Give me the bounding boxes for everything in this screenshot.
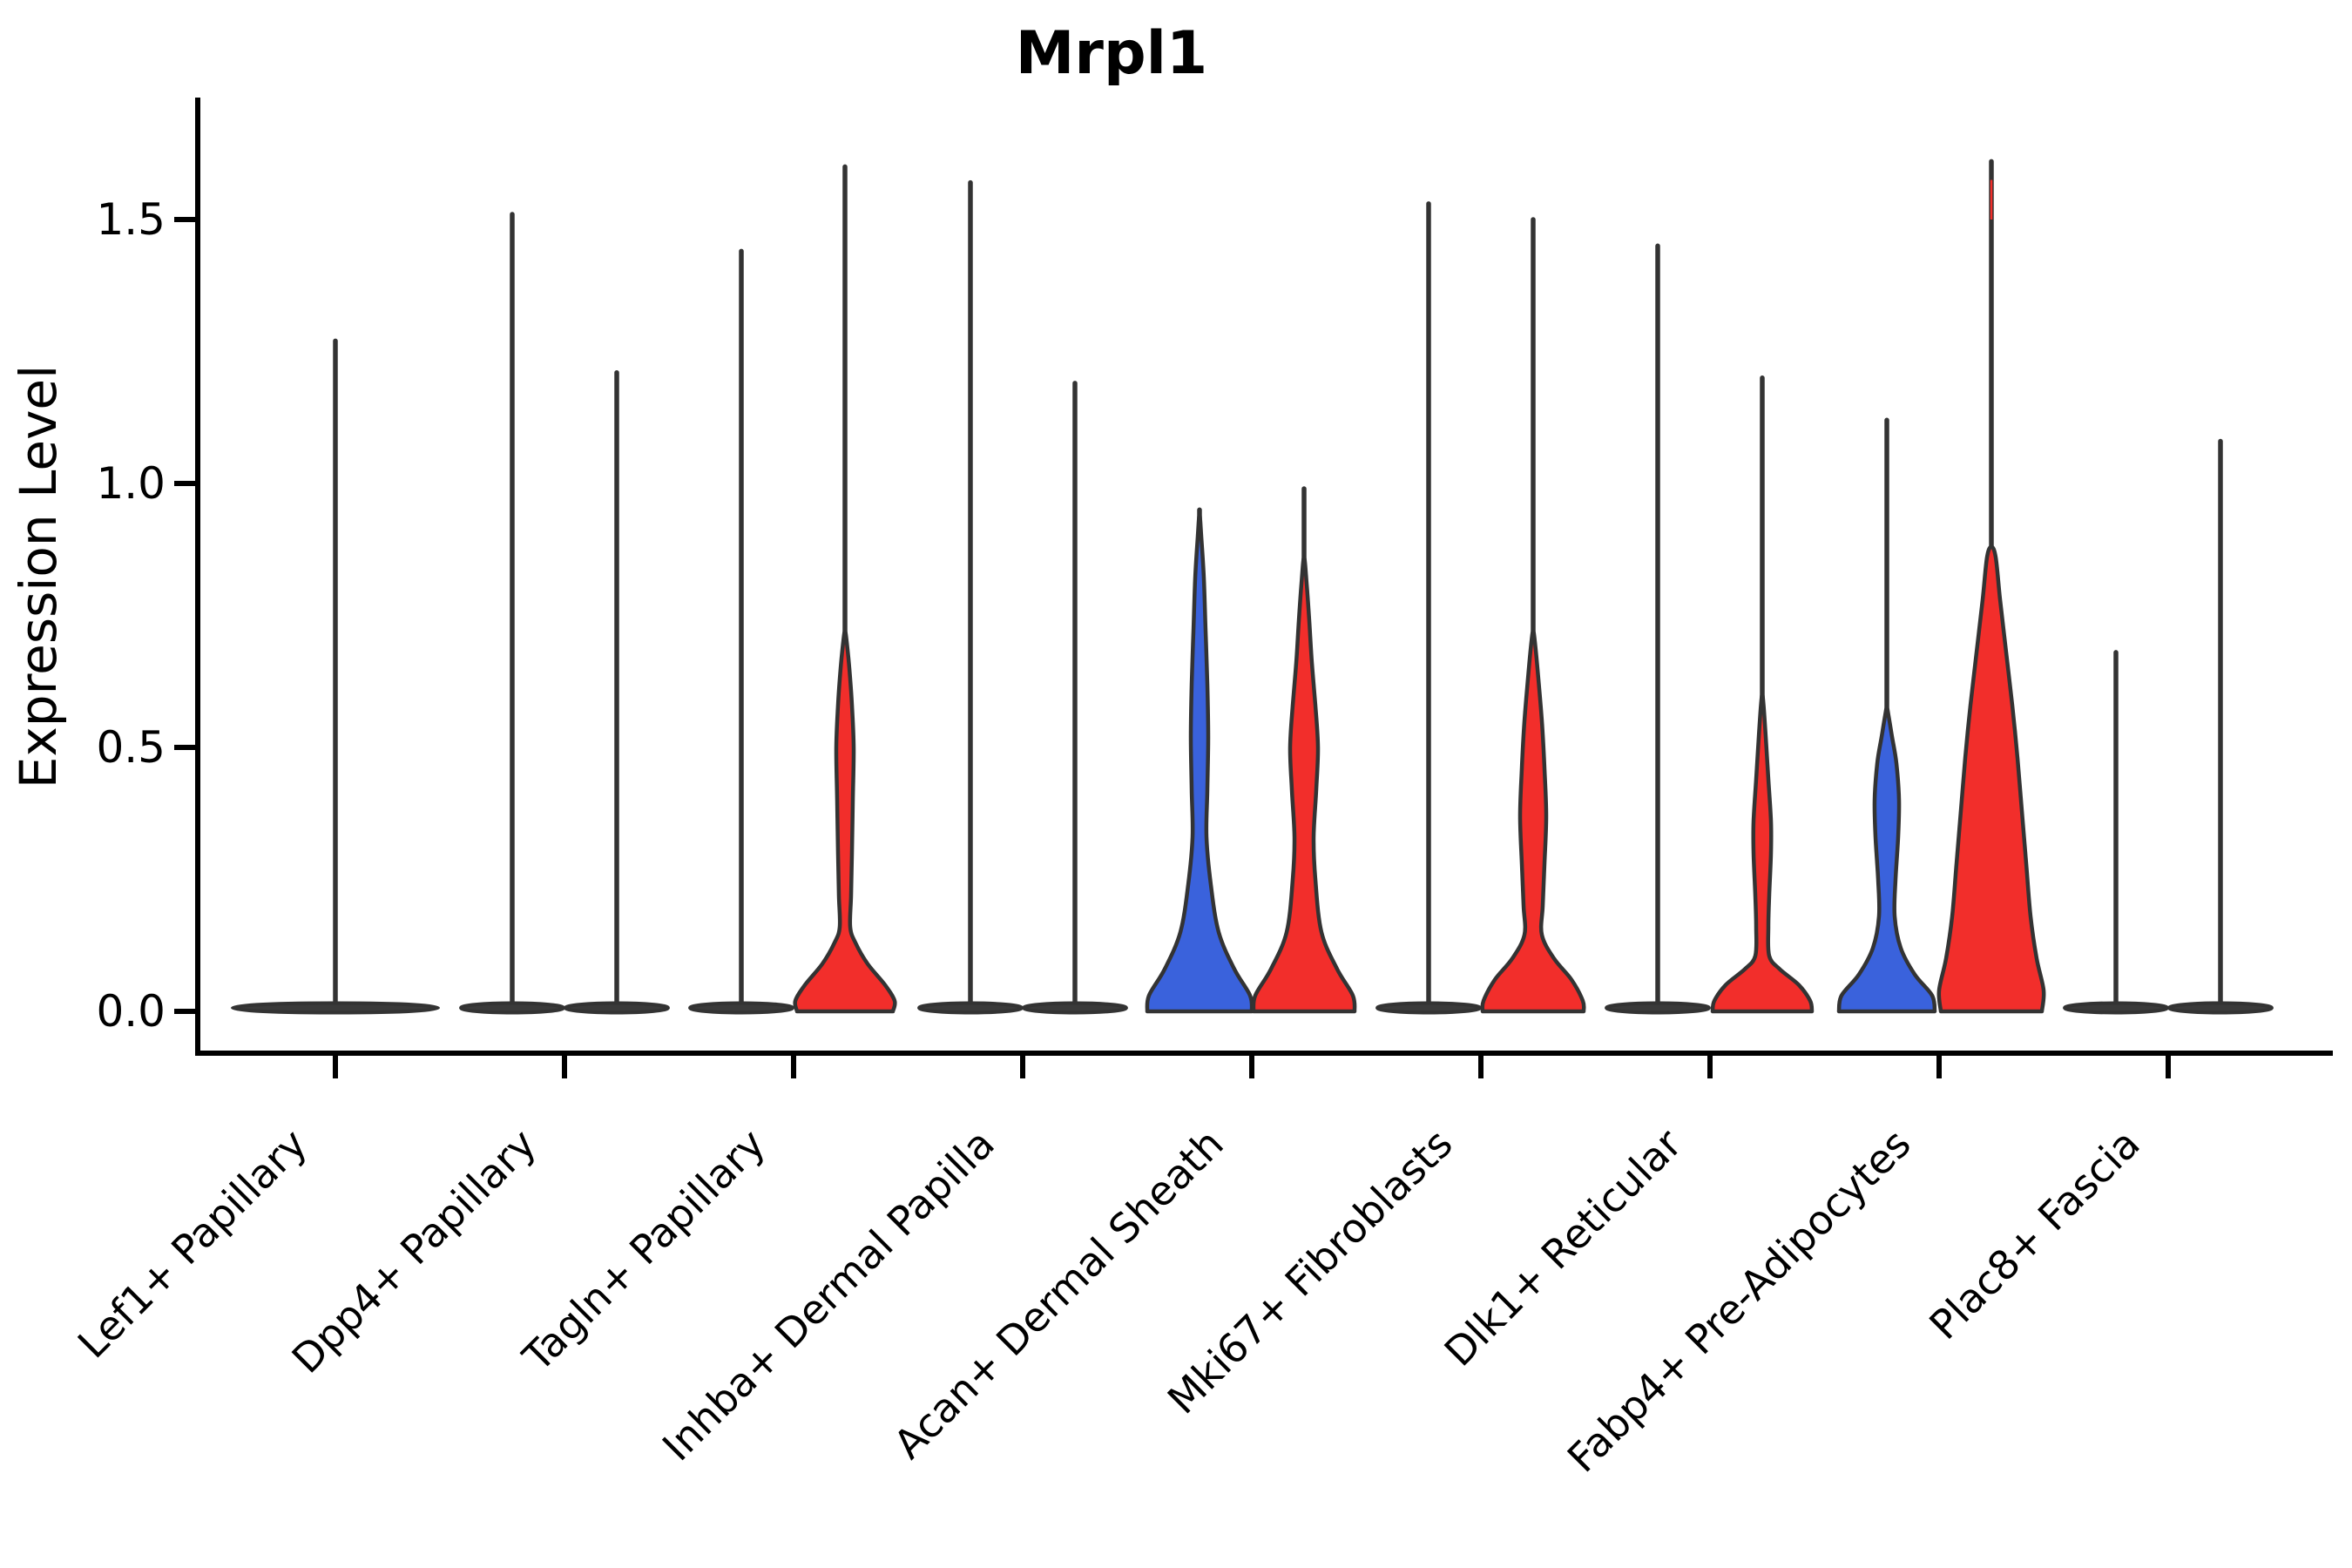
x-tick-mark (2166, 1056, 2171, 1078)
plot-title: Mrpl1 (1016, 19, 1208, 88)
violin-blue-cat5 (1375, 201, 1482, 1015)
violin-body (1710, 693, 1815, 1014)
violin-body-flat (1605, 1001, 1711, 1015)
y-axis-spine (195, 98, 200, 1056)
violin-body (1836, 706, 1937, 1014)
violin-body-flat (688, 1001, 794, 1015)
violin-body-flat (1375, 1001, 1482, 1015)
y-tick-label: 0.0 (96, 986, 166, 1037)
violin-shapes (231, 159, 2274, 1015)
x-tick-mark (333, 1056, 338, 1078)
x-tick-mark (1020, 1056, 1025, 1078)
violin-body-flat (917, 1001, 1024, 1015)
violin-body (1251, 555, 1357, 1014)
violin-blue-cat2 (688, 248, 794, 1015)
x-tick-label: Tagln+ Papillary (513, 1120, 774, 1382)
violin-red-cat2 (793, 164, 897, 1014)
violin-red-cat1 (564, 369, 670, 1015)
x-tick-mark (1936, 1056, 1942, 1078)
violin-red-cat7 (1936, 159, 2046, 1014)
violin-red-cat3 (1022, 381, 1128, 1015)
x-tick-label: Dlk1+ Reticular (1436, 1120, 1691, 1375)
y-tick-label: 1.5 (96, 194, 166, 245)
y-tick-mark (174, 217, 195, 222)
violin-red-cat6 (1710, 375, 1815, 1014)
x-tick-label: Lef1+ Papillary (69, 1120, 316, 1368)
violin-body-flat (2063, 1001, 2169, 1015)
violin-body-flat (2167, 1001, 2274, 1015)
violin-blue-cat1 (459, 212, 565, 1015)
violin-body (793, 629, 897, 1014)
y-tick-label: 0.5 (96, 722, 166, 773)
violin-body (1480, 629, 1586, 1014)
y-axis-label: Expression Level (9, 365, 68, 788)
x-axis-spine (195, 1051, 2333, 1056)
x-tick-mark (562, 1056, 567, 1078)
x-tick-mark (1249, 1056, 1254, 1078)
y-axis-ticks: 0.0 0.5 1.0 1.5 (96, 194, 195, 1037)
y-tick-mark (174, 1009, 195, 1014)
violin-body-flat (1022, 1001, 1128, 1015)
violin-red-cat4 (1251, 486, 1357, 1014)
axes (195, 98, 2333, 1056)
violin-blue-cat7 (1836, 417, 1937, 1014)
violin-body (1145, 513, 1254, 1014)
y-tick-mark (174, 745, 195, 750)
y-tick-label: 1.0 (96, 458, 166, 509)
x-tick-mark (1478, 1056, 1484, 1078)
violin-blue-cat6 (1605, 243, 1711, 1015)
violin-blue-cat4 (1145, 507, 1254, 1014)
violin-single-cat0 (231, 338, 440, 1015)
x-tick-label: Plac8+ Fascia (1920, 1120, 2148, 1348)
y-tick-mark (174, 481, 195, 486)
violin-blue-cat8 (2063, 650, 2169, 1015)
violin-blue-cat3 (917, 179, 1024, 1015)
x-tick-label: Dpp4+ Papillary (283, 1120, 545, 1382)
violin-body (1936, 544, 2046, 1014)
x-tick-mark (791, 1056, 796, 1078)
violin-body-flat (564, 1001, 670, 1015)
violin-body-flat (459, 1001, 565, 1015)
violin-red-cat8 (2167, 438, 2274, 1015)
x-tick-mark (1707, 1056, 1713, 1078)
violin-red-cat5 (1480, 217, 1586, 1014)
violin-body-flat (231, 1001, 440, 1015)
